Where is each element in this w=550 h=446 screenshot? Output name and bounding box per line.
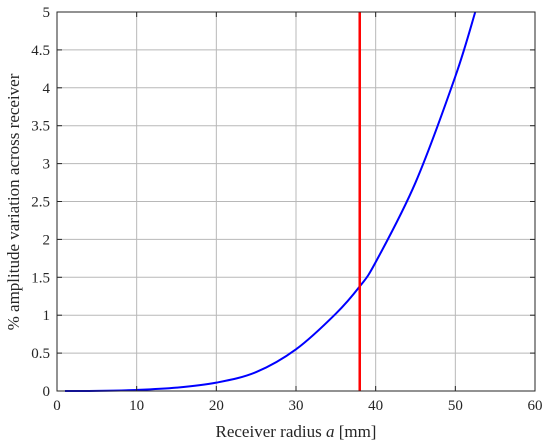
x-tick-label: 10 — [129, 398, 144, 414]
y-tick-label: 3 — [43, 157, 51, 173]
x-tick-label: 50 — [448, 398, 463, 414]
grid-lines — [57, 12, 535, 391]
y-tick-label: 3.5 — [31, 119, 50, 135]
y-tick-label: 0.5 — [31, 346, 50, 362]
x-axis-title-variable: a — [326, 422, 335, 441]
y-tick-label: 0 — [43, 384, 51, 400]
y-tick-label: 2.5 — [31, 195, 50, 211]
x-tick-labels: 0 10 20 30 40 50 60 — [53, 398, 542, 414]
x-axis-title-prefix: Receiver radius — [216, 422, 326, 441]
axis-ticks — [56, 11, 536, 392]
y-tick-label: 4 — [43, 81, 51, 97]
y-tick-label: 1 — [43, 308, 51, 324]
y-tick-label: 1.5 — [31, 270, 50, 286]
x-tick-label: 40 — [368, 398, 383, 414]
y-tick-label: 2 — [43, 232, 51, 248]
x-tick-label: 20 — [209, 398, 224, 414]
x-axis-title-unit: [mm] — [334, 422, 376, 441]
y-tick-labels: 0 0.5 1 1.5 2 2.5 3 3.5 4 4.5 5 — [31, 5, 50, 400]
x-tick-label: 60 — [528, 398, 543, 414]
y-tick-label: 4.5 — [31, 43, 50, 59]
y-axis-title: % amplitude variation across receiver — [4, 73, 23, 330]
x-axis-title: Receiver radius a [mm] — [216, 422, 377, 441]
y-tick-label: 5 — [43, 5, 51, 21]
x-tick-label: 30 — [289, 398, 304, 414]
x-tick-label: 0 — [53, 398, 61, 414]
